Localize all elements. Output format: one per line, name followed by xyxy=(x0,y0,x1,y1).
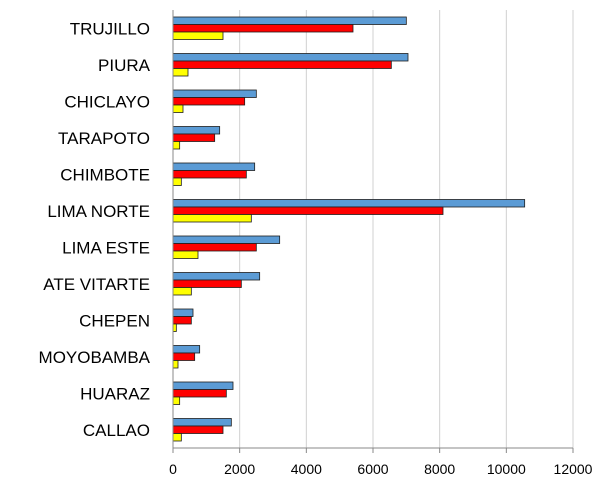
bar xyxy=(172,433,182,442)
grid-lines xyxy=(172,10,574,453)
bar xyxy=(172,250,199,259)
bar xyxy=(172,352,196,361)
bar xyxy=(172,141,181,150)
category-label: CALLAO xyxy=(83,421,150,440)
category-label: TARAPOTO xyxy=(58,129,150,148)
bar xyxy=(172,243,257,252)
category-label: ATE VITARTE xyxy=(43,275,150,294)
category-label: LIMA ESTE xyxy=(62,238,150,257)
bar xyxy=(172,287,192,296)
category-label: MOYOBAMBA xyxy=(39,348,151,367)
bar xyxy=(172,206,444,215)
bar xyxy=(172,170,247,179)
bar xyxy=(172,126,221,135)
category-label: CHIMBOTE xyxy=(60,165,150,184)
bar xyxy=(172,381,234,390)
bar xyxy=(172,97,246,106)
bar xyxy=(172,425,224,434)
bar xyxy=(172,418,232,427)
bar xyxy=(172,279,242,288)
bar xyxy=(172,199,526,208)
bar xyxy=(172,104,184,113)
bar xyxy=(172,133,216,142)
bar xyxy=(172,316,192,325)
bars xyxy=(172,16,526,442)
bar xyxy=(172,60,392,69)
bar xyxy=(172,389,227,398)
x-tick-label: 6000 xyxy=(357,461,388,477)
bar xyxy=(172,162,256,171)
bar xyxy=(172,396,181,405)
category-label: TRUJILLO xyxy=(70,19,150,38)
x-tick-label: 10000 xyxy=(487,461,526,477)
x-tick-label: 0 xyxy=(169,461,177,477)
category-label: PIURA xyxy=(98,56,151,75)
bar xyxy=(172,272,261,281)
category-labels: TRUJILLO PIURA CHICLAYO TARAPOTO CHIMBOTE LIM… xyxy=(39,19,151,440)
bar xyxy=(172,308,194,317)
bar xyxy=(172,24,354,33)
x-tick-label: 4000 xyxy=(291,461,322,477)
bar xyxy=(172,360,179,369)
value-tick-labels: 0 2000 4000 6000 8000 10000 12000 xyxy=(169,461,593,477)
bar xyxy=(172,345,201,354)
category-label: CHEPEN xyxy=(79,311,150,330)
bar xyxy=(172,89,257,98)
bar xyxy=(172,16,407,25)
category-label: HUARAZ xyxy=(80,384,150,403)
category-label: LIMA NORTE xyxy=(47,202,150,221)
bar xyxy=(172,53,409,62)
bar xyxy=(172,214,252,223)
x-tick-label: 2000 xyxy=(224,461,255,477)
bar xyxy=(172,177,182,186)
bar xyxy=(172,68,189,77)
category-label: CHICLAYO xyxy=(64,92,150,111)
bar xyxy=(172,31,224,40)
x-tick-label: 12000 xyxy=(554,461,593,477)
bar xyxy=(172,235,281,244)
x-tick-label: 8000 xyxy=(424,461,455,477)
